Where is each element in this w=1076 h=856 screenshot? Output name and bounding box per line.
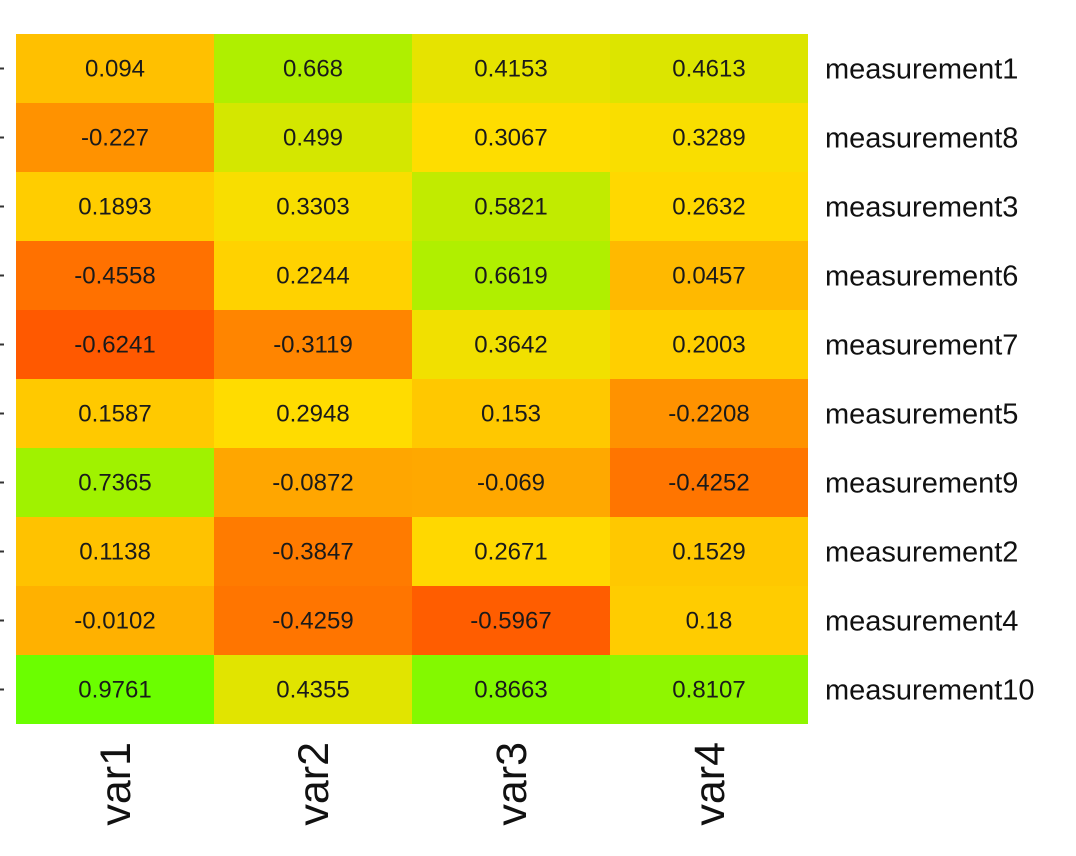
cell-value-label: 0.1587 <box>78 401 151 428</box>
heatmap-cell <box>16 655 214 724</box>
row-label: measurement8 <box>825 123 1018 155</box>
row-label: measurement1 <box>825 54 1018 86</box>
cell-value-label: 0.094 <box>85 56 145 83</box>
heatmap-cell <box>610 172 808 241</box>
heatmap-cell <box>610 379 808 448</box>
cell-value-label: -0.4259 <box>272 608 353 635</box>
heatmap-cell <box>16 310 214 379</box>
cell-value-label: 0.2244 <box>276 263 349 290</box>
cell-value-label: 0.2003 <box>672 332 745 359</box>
cell-value-label: 0.7365 <box>78 470 151 497</box>
cell-value-label: 0.668 <box>283 56 343 83</box>
column-label: var2 <box>290 742 338 826</box>
cell-value-label: -0.2208 <box>668 401 749 428</box>
heatmap-cell <box>610 448 808 517</box>
cell-value-label: -0.0872 <box>272 470 353 497</box>
row-label: measurement6 <box>825 261 1018 293</box>
heatmap-cell <box>16 34 214 103</box>
cell-value-label: 0.2671 <box>474 539 547 566</box>
heatmap-cell <box>16 103 214 172</box>
heatmap-cell <box>214 517 412 586</box>
cell-value-label: 0.499 <box>283 125 343 152</box>
heatmap-cell <box>16 586 214 655</box>
heatmap-cell <box>610 241 808 310</box>
heatmap-cell <box>412 517 610 586</box>
heatmap-cell <box>214 586 412 655</box>
heatmap-cell <box>610 517 808 586</box>
heatmap-cell <box>412 655 610 724</box>
heatmap-cell <box>214 241 412 310</box>
heatmap-cell <box>16 517 214 586</box>
heatmap-cell <box>412 103 610 172</box>
heatmap-cell <box>412 586 610 655</box>
cell-value-label: 0.0457 <box>672 263 745 290</box>
heatmap-cell <box>214 310 412 379</box>
heatmap-cell <box>412 310 610 379</box>
cell-value-label: 0.3289 <box>672 125 745 152</box>
cell-value-label: 0.8663 <box>474 677 547 704</box>
cell-value-label: 0.2632 <box>672 194 745 221</box>
cell-value-label: 0.153 <box>481 401 541 428</box>
heatmap-cell <box>16 172 214 241</box>
row-label: measurement4 <box>825 606 1018 638</box>
cell-value-label: 0.1138 <box>79 539 151 566</box>
heatmap-cell <box>16 448 214 517</box>
cell-value-label: -0.4252 <box>668 470 749 497</box>
heatmap-cell <box>610 310 808 379</box>
cell-value-label: -0.3847 <box>272 539 353 566</box>
row-label: measurement5 <box>825 399 1018 431</box>
cell-value-label: 0.1893 <box>78 194 151 221</box>
heatmap-cell <box>214 379 412 448</box>
row-label: measurement7 <box>825 330 1018 362</box>
heatmap-cell <box>214 448 412 517</box>
heatmap-cell <box>412 34 610 103</box>
column-label: var4 <box>686 742 734 826</box>
heatmap-cell <box>16 241 214 310</box>
cell-value-label: 0.9761 <box>78 677 151 704</box>
heatmap-cell <box>412 448 610 517</box>
cell-value-label: -0.6241 <box>74 332 155 359</box>
row-label: measurement3 <box>825 192 1018 224</box>
cell-value-label: -0.5967 <box>470 608 551 635</box>
heatmap-cell <box>214 103 412 172</box>
heatmap-cell <box>610 103 808 172</box>
cell-value-label: 0.5821 <box>474 194 547 221</box>
cell-value-label: -0.227 <box>81 125 149 152</box>
heatmap-cell <box>16 379 214 448</box>
cell-value-label: 0.4355 <box>276 677 349 704</box>
heatmap-cell <box>214 172 412 241</box>
column-label: var1 <box>92 742 140 826</box>
heatmap-cell <box>610 655 808 724</box>
cell-value-label: 0.4613 <box>672 56 745 83</box>
heatmap-cell <box>412 172 610 241</box>
cell-value-label: 0.8107 <box>672 677 745 704</box>
heatmap-cell <box>610 34 808 103</box>
cell-value-label: 0.3067 <box>474 125 547 152</box>
cell-value-label: 0.18 <box>686 608 733 635</box>
cell-value-label: -0.0102 <box>74 608 155 635</box>
row-label: measurement9 <box>825 468 1018 500</box>
cell-value-label: 0.3642 <box>474 332 547 359</box>
heatmap-cell <box>412 241 610 310</box>
heatmap-cell <box>214 655 412 724</box>
cell-value-label: 0.6619 <box>474 263 547 290</box>
cell-value-label: -0.3119 <box>273 332 353 359</box>
heatmap-cell <box>412 379 610 448</box>
cell-value-label: 0.2948 <box>276 401 349 428</box>
column-label: var3 <box>488 742 536 826</box>
cell-value-label: 0.3303 <box>276 194 349 221</box>
row-label: measurement10 <box>825 675 1035 707</box>
cell-value-label: -0.4558 <box>74 263 155 290</box>
cell-value-label: 0.4153 <box>474 56 547 83</box>
row-label: measurement2 <box>825 537 1018 569</box>
cell-value-label: 0.1529 <box>672 539 745 566</box>
heatmap-cell <box>214 34 412 103</box>
heatmap-cell <box>610 586 808 655</box>
cell-value-label: -0.069 <box>477 470 545 497</box>
